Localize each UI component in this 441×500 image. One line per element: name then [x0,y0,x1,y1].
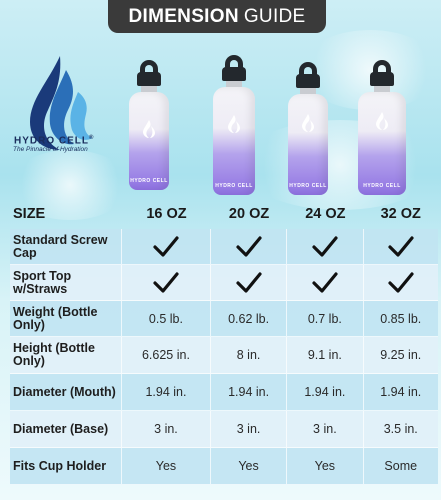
drop-icon [143,120,155,138]
table-row: Diameter (Mouth) 1.94 in. 1.94 in. 1.94 … [10,374,438,411]
table-cell: Yes [287,448,364,485]
dimension-table: SIZE 16 OZ 20 OZ 24 OZ 32 OZ Standard Sc… [10,199,438,485]
water-splash [240,120,440,210]
check-icon [312,271,338,293]
table-cell: 3 in. [122,411,211,448]
table-row: Height (Bottle Only) 6.625 in. 8 in. 9.1… [10,337,438,374]
bottle-label: HYDRO CELL [363,183,401,189]
bottle-label: HYDRO CELL [289,183,327,189]
table-cell: 0.7 lb. [287,301,364,337]
table-cell: 8 in. [210,337,288,374]
title-bold: DIMENSION [128,5,239,27]
table-cell: Yes [210,448,288,485]
brand-tagline: The Pinnacle of Hydration [13,146,88,153]
water-splash [10,150,130,220]
size-32oz: 32 OZ [380,206,421,222]
bottle-32oz: HYDRO CELL [358,60,406,195]
check-icon [153,235,179,257]
check-icon [388,271,414,293]
table-cell: 3 in. [287,411,364,448]
row-label: Weight (Bottle Only) [10,301,122,337]
table-cell: Yes [122,448,211,485]
brand-name-text: HYDRO CELL [14,135,89,147]
check-cell [287,229,364,265]
bottle-16oz: HYDRO CELL [129,60,169,190]
row-label: Height (Bottle Only) [10,337,122,374]
table-cell: 9.1 in. [287,337,364,374]
table-cell: Some [363,448,438,485]
bottle-20oz: HYDRO CELL [213,55,255,195]
table-cell: 3 in. [210,411,288,448]
table-cell: 6.625 in. [122,337,211,374]
row-label: Sport Top w/Straws [10,265,122,301]
table-cell: 3.5 in. [363,411,438,448]
size-24oz: 24 OZ [305,206,346,222]
row-label: Fits Cup Holder [10,448,122,485]
table-cell: 9.25 in. [363,337,438,374]
check-cell [210,265,288,301]
table-cell: 1.94 in. [363,374,438,411]
check-cell [210,229,288,265]
check-icon [153,271,179,293]
row-label: Standard Screw Cap [10,229,122,265]
row-label: Diameter (Base) [10,411,122,448]
check-icon [388,235,414,257]
table-cell: 0.5 lb. [122,301,211,337]
page-title: DIMENSION GUIDE [108,0,326,33]
check-cell [122,265,211,301]
row-label: Diameter (Mouth) [10,374,122,411]
drop-icon [228,115,240,133]
table-cell: 0.62 lb. [210,301,288,337]
hydro-cell-logo-icon [30,56,92,150]
bottle-24oz: HYDRO CELL [288,62,328,195]
check-cell [363,265,438,301]
table-row: Standard Screw Cap [10,229,438,265]
table-cell: 1.94 in. [122,374,211,411]
check-cell [287,265,364,301]
registered-mark: ® [89,135,95,141]
size-16oz: 16 OZ [146,206,187,222]
table-row: Fits Cup Holder Yes Yes Yes Some [10,448,438,485]
table-row: Sport Top w/Straws [10,265,438,301]
table-cell: 1.94 in. [287,374,364,411]
table-cell: 0.85 lb. [363,301,438,337]
check-icon [312,235,338,257]
table-cell: 1.94 in. [210,374,288,411]
bottle-label: HYDRO CELL [215,183,253,189]
title-light: GUIDE [243,5,306,27]
size-20oz: 20 OZ [228,206,270,222]
check-icon [235,271,262,293]
check-cell [363,229,438,265]
check-icon [235,235,262,257]
table-row: Diameter (Base) 3 in. 3 in. 3 in. 3.5 in… [10,411,438,448]
bottle-label: HYDRO CELL [130,178,168,184]
drop-icon [302,114,314,132]
check-cell [122,229,211,265]
size-header-row: SIZE 16 OZ 20 OZ 24 OZ 32 OZ [10,199,438,229]
drop-icon [376,112,388,130]
size-label: SIZE [13,205,46,222]
table-row: Weight (Bottle Only) 0.5 lb. 0.62 lb. 0.… [10,301,438,337]
brand-name: HYDRO CELL® [14,135,94,146]
